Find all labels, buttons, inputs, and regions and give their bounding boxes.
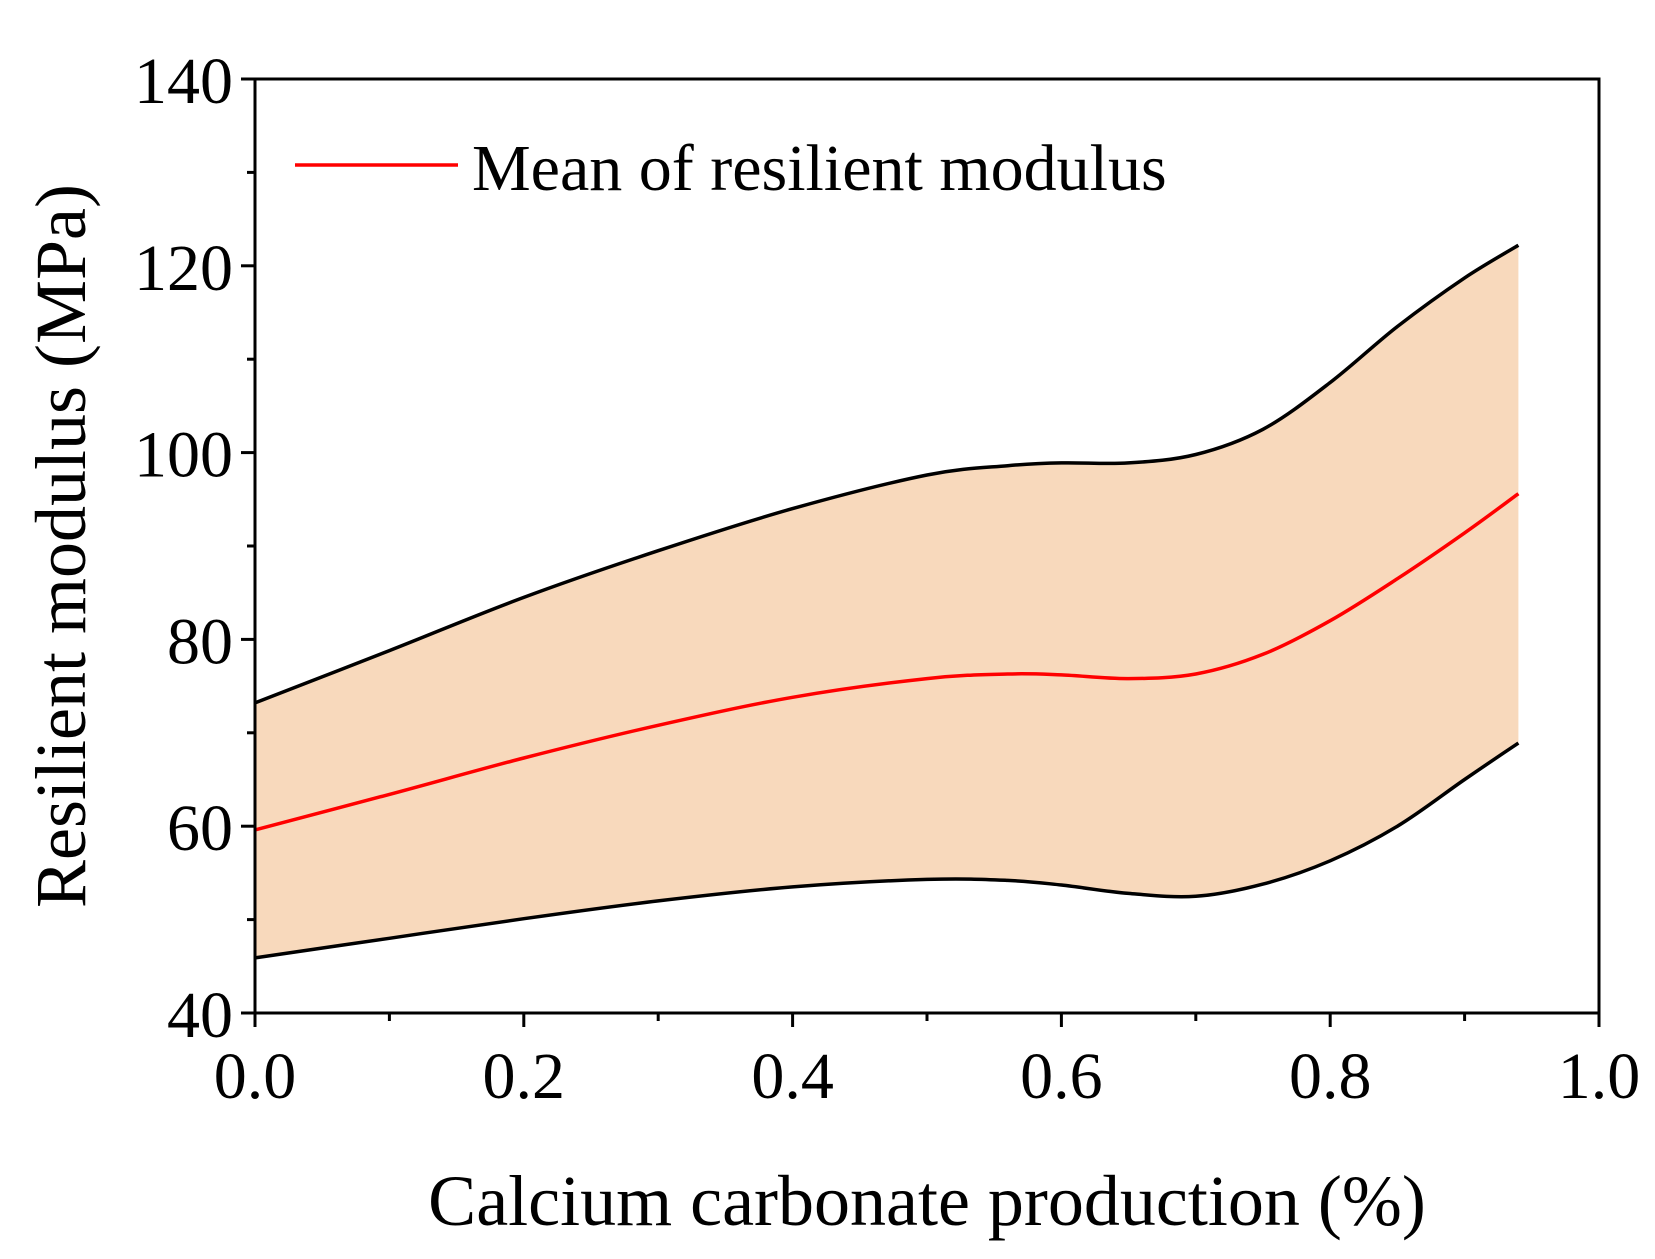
- y-tick-label: 120: [134, 232, 233, 305]
- y-tick-label: 80: [167, 605, 233, 678]
- y-axis-tick-labels: 40 60 80 100 120 140: [134, 45, 233, 1052]
- x-axis-tick-labels: 0.0 0.2 0.4 0.6 0.8 1.0: [214, 1040, 1641, 1113]
- upper-bound-line: [254, 243, 1520, 705]
- y-axis-ticks: [241, 77, 255, 1015]
- x-axis-label: Calcium carbonate production (%): [428, 1161, 1426, 1241]
- y-tick-label: 140: [134, 45, 233, 118]
- x-tick-label: 0.0: [214, 1040, 297, 1113]
- plot-area: [254, 243, 1520, 960]
- x-tick-label: 0.8: [1289, 1040, 1372, 1113]
- mean-line: [254, 492, 1520, 832]
- legend: Mean of resilient modulus: [295, 132, 1167, 205]
- x-tick-label: 0.4: [751, 1040, 834, 1113]
- x-tick-label: 0.2: [483, 1040, 566, 1113]
- x-tick-label: 1.0: [1558, 1040, 1641, 1113]
- legend-label-mean: Mean of resilient modulus: [472, 132, 1167, 205]
- y-tick-label: 100: [134, 419, 233, 492]
- y-tick-label: 60: [167, 792, 233, 865]
- lower-bound-line: [254, 741, 1520, 960]
- x-axis-ticks: [253, 1013, 1601, 1027]
- confidence-band: [255, 245, 1519, 958]
- x-tick-label: 0.6: [1020, 1040, 1103, 1113]
- y-axis-label: Resilient modulus (MPa): [21, 184, 101, 908]
- y-tick-label: 40: [167, 979, 233, 1052]
